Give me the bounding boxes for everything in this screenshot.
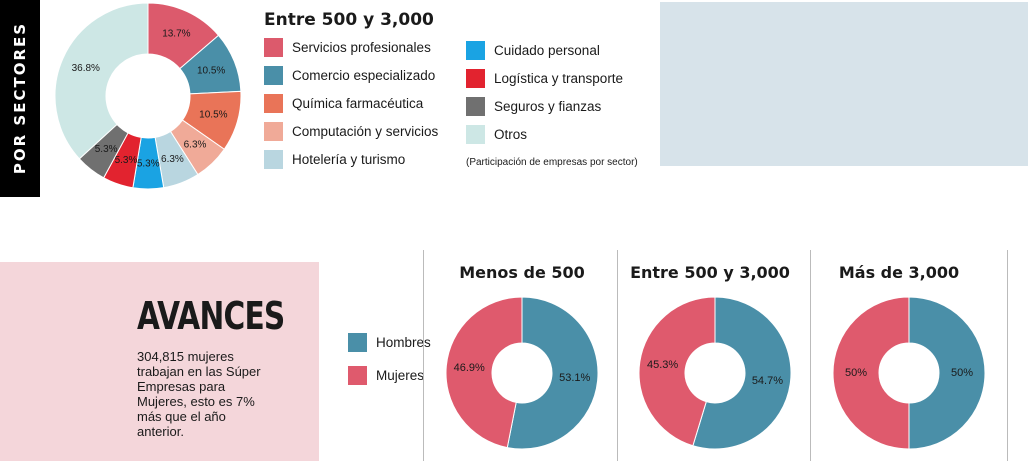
legend-item-servicios-profesionales: Servicios profesionales xyxy=(264,38,438,57)
legend-label-hombres: Hombres xyxy=(376,335,431,350)
legend-swatch-servicios-profesionales xyxy=(264,38,283,57)
gender-donut-1-label-hombres: 53.1% xyxy=(559,372,590,384)
legend-item-quimica-farmaceutica: Química farmacéutica xyxy=(264,94,438,113)
gender-legend: Hombres Mujeres xyxy=(348,333,431,385)
gender-donut-2-label-hombres: 54.7% xyxy=(752,375,783,387)
legend-swatch-quimica-farmaceutica xyxy=(264,94,283,113)
legend-item-computacion-y-servicios: Computación y servicios xyxy=(264,122,438,141)
legend-label-servicios-profesionales: Servicios profesionales xyxy=(292,40,431,55)
legend-label-logistica-y-transporte: Logística y transporte xyxy=(494,71,624,86)
legend-item-otros: Otros xyxy=(466,125,623,144)
divider xyxy=(1007,250,1008,461)
avances-text: 304,815 mujeres trabajan en las Súper Em… xyxy=(137,349,261,439)
sector-label-cuidado-personal: 5.3% xyxy=(137,158,160,169)
sector-label-seguros-y-fianzas: 5.3% xyxy=(95,144,118,155)
legend-item-hombres: Hombres xyxy=(348,333,431,352)
legend-label-mujeres: Mujeres xyxy=(376,368,425,383)
gender-donut-3-label-mujeres: 50% xyxy=(845,367,867,379)
legend-swatch-hombres xyxy=(348,333,367,352)
legend-item-cuidado-personal: Cuidado personal xyxy=(466,41,623,60)
legend-swatch-mujeres xyxy=(348,366,367,385)
side-tab: POR SECTORES xyxy=(0,0,40,197)
sector-label-logistica-y-transporte: 5.3% xyxy=(115,155,138,166)
sector-label-servicios-profesionales: 13.7% xyxy=(162,29,190,40)
donut-title-entre-500-3000: Entre 500 y 3,000 xyxy=(630,263,790,282)
donut-chart-mas-3000: 50% 50% xyxy=(832,296,986,450)
sector-label-comercio-especializado: 10.5% xyxy=(197,65,225,76)
legend-label-quimica-farmaceutica: Química farmacéutica xyxy=(292,96,424,111)
gender-donut-1-slice-hombres xyxy=(506,296,599,450)
legend-label-comercio-especializado: Comercio especializado xyxy=(292,68,436,83)
divider xyxy=(810,250,811,461)
gray-panel xyxy=(660,2,1028,166)
avances-panel xyxy=(0,262,319,461)
gender-donut-1-label-mujeres: 46.9% xyxy=(454,362,485,374)
legend-item-logistica-y-transporte: Logística y transporte xyxy=(466,69,623,88)
legend-label-otros: Otros xyxy=(494,127,528,142)
legend-swatch-logistica-y-transporte xyxy=(466,69,485,88)
donut-chart-menos-500: 53.1% 46.9% xyxy=(445,296,599,450)
legend-swatch-computacion-y-servicios xyxy=(264,122,283,141)
sector-legend-column-2: Cuidado personal Logística y transporte Se… xyxy=(466,41,623,153)
gender-donut-1-slice-mujeres xyxy=(445,296,523,449)
gender-donut-2-label-mujeres: 45.3% xyxy=(647,359,678,371)
legend-swatch-cuidado-personal xyxy=(466,41,485,60)
legend-item-mujeres: Mujeres xyxy=(348,366,431,385)
legend-label-computacion-y-servicios: Computación y servicios xyxy=(292,124,439,139)
gender-donut-3-slice-hombres xyxy=(908,296,986,450)
avances-title: AVANCES xyxy=(137,294,285,338)
sector-label-hoteleria-y-turismo: 6.3% xyxy=(161,154,184,165)
sector-label-otros: 36.8% xyxy=(72,63,100,74)
sector-slice-otros xyxy=(54,2,149,160)
legend-swatch-seguros-y-fianzas xyxy=(466,97,485,116)
sector-label-quimica-farmaceutica: 10.5% xyxy=(199,109,227,120)
legend-swatch-hoteleria-y-turismo xyxy=(264,150,283,169)
gender-donut-3-slice-mujeres xyxy=(832,296,910,450)
legend-label-hoteleria-y-turismo: Hotelería y turismo xyxy=(292,152,406,167)
sector-label-computacion-y-servicios: 6.3% xyxy=(184,140,207,151)
legend-item-hoteleria-y-turismo: Hotelería y turismo xyxy=(264,150,438,169)
legend-label-cuidado-personal: Cuidado personal xyxy=(494,43,600,58)
gender-donut-2-slice-mujeres xyxy=(638,296,716,447)
side-label: POR SECTORES xyxy=(11,21,29,175)
gender-donut-3-label-hombres: 50% xyxy=(951,367,973,379)
sector-legend-column-1: Servicios profesionales Comercio especial… xyxy=(264,38,438,178)
donut-title-menos-500: Menos de 500 xyxy=(459,263,585,282)
legend-swatch-otros xyxy=(466,125,485,144)
divider xyxy=(423,250,424,461)
sectors-note: (Participación de empresas por sector) xyxy=(466,157,638,168)
sector-donut-chart: 13.7%10.5%10.5%6.3%6.3%5.3%5.3%5.3%36.8% xyxy=(54,2,242,190)
gender-donut-2-slice-hombres xyxy=(692,296,792,450)
legend-swatch-comercio-especializado xyxy=(264,66,283,85)
legend-item-comercio-especializado: Comercio especializado xyxy=(264,66,438,85)
legend-label-seguros-y-fianzas: Seguros y fianzas xyxy=(494,99,602,114)
donut-chart-entre-500-3000: 54.7% 45.3% xyxy=(638,296,792,450)
donut-title-mas-3000: Más de 3,000 xyxy=(838,263,960,282)
divider xyxy=(617,250,618,461)
legend-item-seguros-y-fianzas: Seguros y fianzas xyxy=(466,97,623,116)
sectors-chart-title: Entre 500 y 3,000 xyxy=(264,10,434,30)
